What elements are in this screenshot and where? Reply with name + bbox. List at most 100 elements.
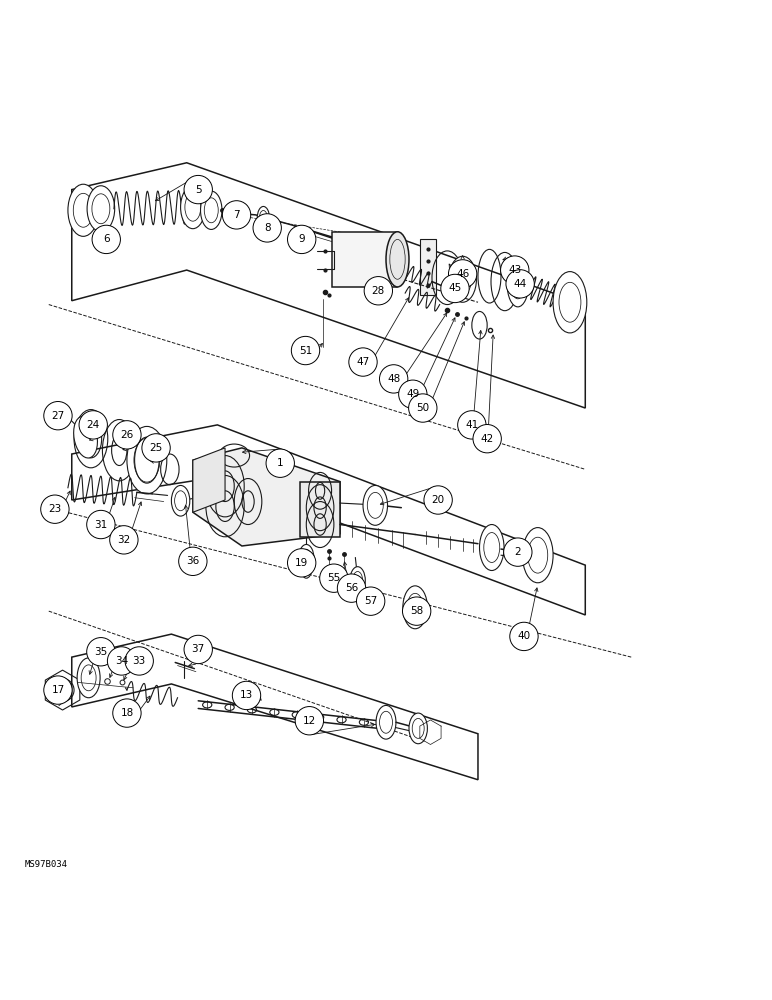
Text: 51: 51 xyxy=(299,346,312,356)
Text: 58: 58 xyxy=(410,606,423,616)
Circle shape xyxy=(142,434,171,462)
Ellipse shape xyxy=(181,186,205,229)
Polygon shape xyxy=(193,448,340,546)
Text: 9: 9 xyxy=(299,234,305,244)
Ellipse shape xyxy=(412,718,424,738)
Circle shape xyxy=(253,214,281,242)
Text: 41: 41 xyxy=(466,420,479,430)
Circle shape xyxy=(320,564,348,592)
Text: 46: 46 xyxy=(456,269,469,279)
Text: 57: 57 xyxy=(364,596,378,606)
Text: 48: 48 xyxy=(387,374,401,384)
Ellipse shape xyxy=(259,210,267,225)
Text: 55: 55 xyxy=(327,573,340,583)
Ellipse shape xyxy=(174,491,187,511)
Text: 19: 19 xyxy=(295,558,308,568)
Text: 13: 13 xyxy=(240,690,253,700)
Circle shape xyxy=(44,402,72,430)
Circle shape xyxy=(364,277,392,305)
Circle shape xyxy=(113,699,141,727)
Text: 28: 28 xyxy=(371,286,385,296)
Polygon shape xyxy=(300,482,340,537)
Ellipse shape xyxy=(454,264,472,294)
Text: 45: 45 xyxy=(449,283,462,293)
Text: 50: 50 xyxy=(416,403,429,413)
Ellipse shape xyxy=(511,269,525,299)
Text: 26: 26 xyxy=(120,430,134,440)
Circle shape xyxy=(506,270,534,298)
Ellipse shape xyxy=(301,560,312,578)
Ellipse shape xyxy=(87,186,115,232)
Circle shape xyxy=(500,256,529,284)
Circle shape xyxy=(441,274,469,303)
Text: 23: 23 xyxy=(49,504,62,514)
Circle shape xyxy=(184,635,212,664)
Ellipse shape xyxy=(367,492,383,518)
Text: 24: 24 xyxy=(86,420,100,430)
Ellipse shape xyxy=(171,485,190,516)
Text: 56: 56 xyxy=(345,583,358,593)
Text: 6: 6 xyxy=(103,234,110,244)
Ellipse shape xyxy=(449,256,476,302)
Ellipse shape xyxy=(68,184,99,236)
Ellipse shape xyxy=(73,416,97,458)
Ellipse shape xyxy=(299,544,314,572)
Ellipse shape xyxy=(407,593,423,621)
Circle shape xyxy=(449,260,477,288)
Ellipse shape xyxy=(380,711,392,733)
Circle shape xyxy=(473,425,501,453)
FancyBboxPatch shape xyxy=(333,232,398,287)
Circle shape xyxy=(110,526,138,554)
Circle shape xyxy=(41,495,69,523)
Circle shape xyxy=(107,647,136,675)
Text: 34: 34 xyxy=(115,656,128,666)
Ellipse shape xyxy=(523,528,553,583)
Circle shape xyxy=(44,676,72,704)
Text: 20: 20 xyxy=(432,495,445,505)
Ellipse shape xyxy=(301,549,311,567)
Ellipse shape xyxy=(127,426,167,494)
Circle shape xyxy=(178,547,207,575)
Ellipse shape xyxy=(528,537,547,573)
Ellipse shape xyxy=(403,586,428,629)
Text: 5: 5 xyxy=(195,185,201,195)
Circle shape xyxy=(287,549,316,577)
Text: 17: 17 xyxy=(51,685,65,695)
Ellipse shape xyxy=(559,282,581,322)
Text: MS97B034: MS97B034 xyxy=(24,860,67,869)
Circle shape xyxy=(86,638,115,666)
Text: 33: 33 xyxy=(133,656,146,666)
Circle shape xyxy=(295,707,323,735)
Circle shape xyxy=(337,574,366,602)
Circle shape xyxy=(458,411,486,439)
Ellipse shape xyxy=(507,261,529,307)
Ellipse shape xyxy=(484,533,499,562)
Circle shape xyxy=(380,365,408,393)
Ellipse shape xyxy=(376,705,396,739)
Circle shape xyxy=(398,380,427,408)
Text: 8: 8 xyxy=(264,223,270,233)
Text: 42: 42 xyxy=(480,434,494,444)
Ellipse shape xyxy=(353,572,363,589)
Text: 35: 35 xyxy=(94,647,107,657)
Text: 44: 44 xyxy=(513,279,527,289)
Polygon shape xyxy=(193,448,225,512)
Ellipse shape xyxy=(205,198,218,223)
Ellipse shape xyxy=(303,563,310,575)
Ellipse shape xyxy=(77,658,100,698)
Ellipse shape xyxy=(236,207,245,222)
Text: 47: 47 xyxy=(357,357,370,367)
Circle shape xyxy=(86,510,115,539)
Circle shape xyxy=(125,647,154,675)
Text: 31: 31 xyxy=(94,520,107,530)
Circle shape xyxy=(357,587,385,615)
Ellipse shape xyxy=(201,191,222,229)
Ellipse shape xyxy=(92,194,110,224)
Text: 7: 7 xyxy=(233,210,240,220)
Circle shape xyxy=(266,449,294,477)
Circle shape xyxy=(291,336,320,365)
Ellipse shape xyxy=(363,485,388,525)
Ellipse shape xyxy=(257,206,269,229)
Circle shape xyxy=(408,394,437,422)
Circle shape xyxy=(402,597,431,625)
